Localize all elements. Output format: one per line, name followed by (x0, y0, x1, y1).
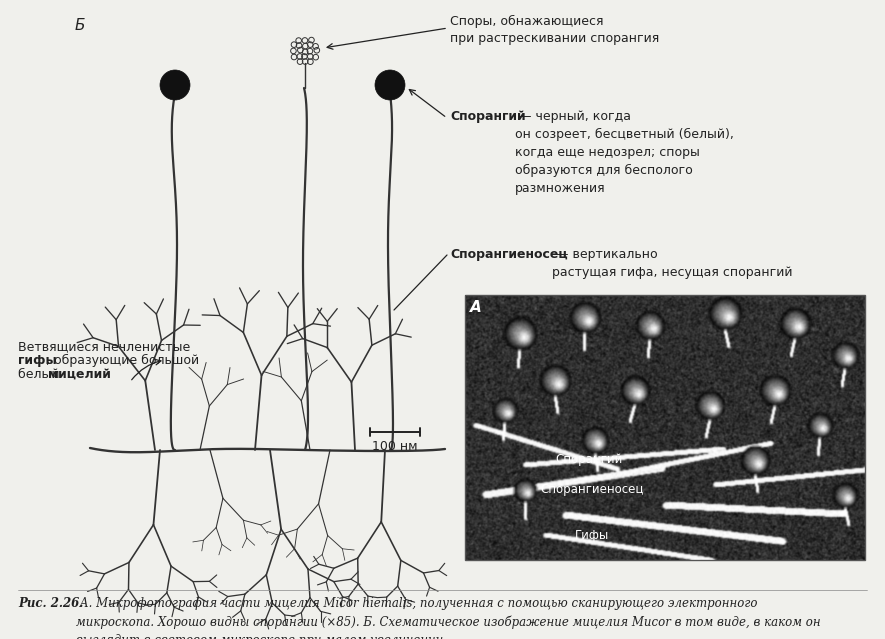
Text: — вертикально
растущая гифа, несущая спорангий: — вертикально растущая гифа, несущая спо… (552, 248, 792, 279)
Text: мицелий: мицелий (48, 368, 111, 381)
Text: , образующие большой: , образующие большой (46, 354, 199, 367)
Text: Ветвящиеся нечленистые: Ветвящиеся нечленистые (18, 340, 190, 353)
Text: Гифы: Гифы (575, 528, 609, 541)
Text: 100 нм: 100 нм (373, 440, 418, 453)
Text: — черный, когда
он созреет, бесцветный (белый),
когда еще недозрел; споры
образу: — черный, когда он созреет, бесцветный (… (515, 110, 734, 196)
Text: Рис. 2.26.: Рис. 2.26. (18, 597, 83, 610)
Text: Б: Б (75, 18, 86, 33)
Text: Спорангий: Спорангий (450, 110, 526, 123)
Text: Спорангий: Спорангий (555, 454, 622, 466)
Text: Споры, обнажающиеся
при растрескивании спорангия: Споры, обнажающиеся при растрескивании с… (450, 15, 659, 45)
Text: Спорангиеносец: Спорангиеносец (540, 484, 643, 497)
Text: А. Микрофотография части мицелия Micor hiemalis, полученная с помощью сканирующе: А. Микрофотография части мицелия Micor h… (76, 597, 820, 639)
Text: A: A (470, 300, 481, 315)
Ellipse shape (375, 70, 405, 100)
Text: белый: белый (18, 368, 64, 381)
Text: гифы: гифы (18, 354, 57, 367)
Ellipse shape (160, 70, 190, 100)
Bar (465, 295, 865, 560)
Text: Спорангиеносец: Спорангиеносец (450, 248, 567, 261)
